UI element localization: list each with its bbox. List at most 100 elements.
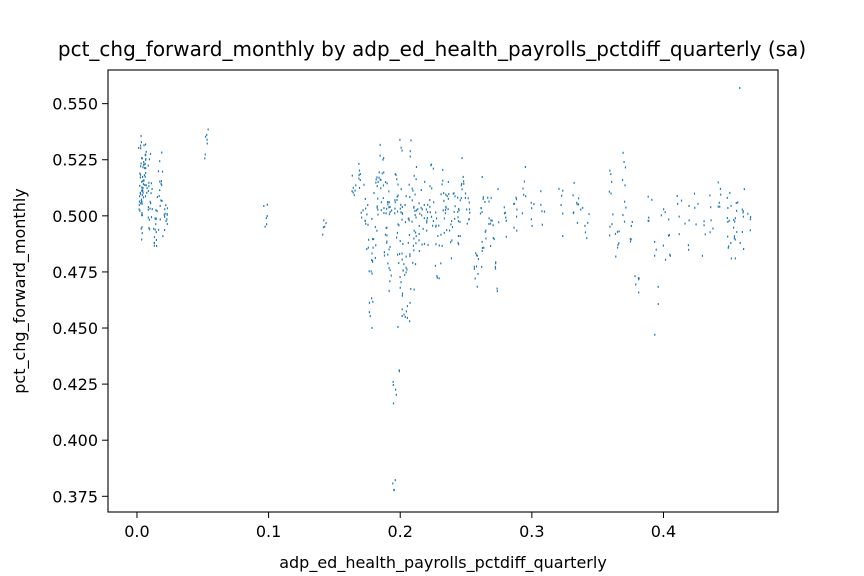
data-point bbox=[383, 157, 385, 160]
data-point bbox=[388, 213, 391, 216]
data-point bbox=[728, 219, 730, 222]
data-point bbox=[389, 205, 391, 208]
data-point bbox=[149, 207, 151, 210]
data-point bbox=[635, 283, 637, 286]
data-point bbox=[394, 212, 396, 215]
data-point bbox=[533, 203, 535, 206]
data-point bbox=[435, 217, 438, 220]
data-point bbox=[411, 220, 413, 223]
data-point bbox=[155, 239, 158, 242]
data-point bbox=[404, 204, 406, 206]
data-point bbox=[440, 233, 442, 236]
data-point bbox=[138, 204, 140, 207]
data-point bbox=[150, 192, 152, 195]
data-point bbox=[151, 188, 153, 190]
data-point bbox=[477, 258, 480, 261]
data-point bbox=[139, 176, 141, 179]
data-point bbox=[145, 171, 147, 174]
data-point bbox=[144, 195, 147, 198]
data-point bbox=[139, 202, 142, 205]
data-point bbox=[401, 212, 403, 215]
data-point bbox=[141, 212, 143, 215]
data-point bbox=[359, 179, 361, 182]
data-point bbox=[394, 207, 396, 210]
data-point bbox=[447, 208, 449, 211]
data-point bbox=[573, 181, 575, 184]
data-point bbox=[513, 202, 515, 205]
data-point bbox=[445, 193, 447, 196]
data-point bbox=[485, 229, 487, 232]
data-point bbox=[394, 479, 396, 482]
data-point bbox=[389, 269, 391, 272]
data-point bbox=[405, 255, 407, 258]
data-point bbox=[398, 262, 400, 265]
data-point bbox=[383, 212, 385, 215]
data-point bbox=[657, 285, 659, 288]
data-point bbox=[364, 197, 366, 200]
data-point bbox=[743, 248, 745, 251]
data-point bbox=[389, 280, 391, 283]
data-point bbox=[382, 158, 384, 161]
data-point bbox=[139, 184, 141, 187]
data-point bbox=[401, 258, 403, 261]
data-point bbox=[141, 214, 143, 217]
data-point bbox=[408, 217, 410, 220]
data-point bbox=[397, 253, 399, 256]
data-point bbox=[522, 187, 524, 190]
data-point bbox=[460, 197, 462, 200]
data-point bbox=[418, 250, 420, 253]
data-point bbox=[406, 305, 409, 308]
data-point bbox=[161, 184, 163, 187]
data-point bbox=[516, 229, 518, 232]
data-point bbox=[718, 201, 720, 204]
data-point bbox=[463, 182, 465, 185]
data-point bbox=[588, 213, 590, 216]
data-point bbox=[144, 167, 146, 170]
x-axis-label: adp_ed_health_payrolls_pctdiff_quarterly bbox=[279, 553, 607, 573]
data-point bbox=[141, 202, 143, 205]
data-point bbox=[413, 249, 415, 252]
data-point bbox=[354, 189, 356, 192]
data-point bbox=[523, 180, 526, 183]
data-point bbox=[461, 157, 463, 160]
data-point bbox=[611, 223, 613, 226]
data-point bbox=[489, 245, 492, 248]
data-point bbox=[468, 201, 470, 204]
data-point bbox=[374, 256, 376, 259]
data-point bbox=[741, 231, 743, 233]
data-point bbox=[377, 213, 379, 216]
data-point bbox=[468, 208, 471, 211]
data-point bbox=[452, 192, 454, 195]
data-point bbox=[530, 218, 533, 221]
x-axis: 0.0 0.1 0.2 0.3 0.4 bbox=[124, 512, 676, 541]
data-point bbox=[207, 128, 209, 131]
data-point bbox=[409, 150, 411, 153]
data-point bbox=[618, 242, 620, 245]
data-point bbox=[408, 219, 410, 222]
data-point bbox=[584, 224, 586, 227]
data-point bbox=[403, 263, 405, 266]
data-point bbox=[438, 277, 440, 280]
data-point bbox=[141, 226, 143, 229]
data-point bbox=[386, 226, 388, 229]
data-point bbox=[494, 265, 496, 268]
y-tick-label: 0.500 bbox=[52, 207, 98, 226]
data-point bbox=[401, 149, 403, 152]
data-point bbox=[624, 184, 626, 187]
data-point bbox=[156, 196, 158, 199]
data-point bbox=[634, 275, 636, 278]
data-point bbox=[466, 222, 468, 225]
data-point bbox=[483, 246, 485, 249]
data-point bbox=[461, 182, 463, 185]
data-point bbox=[504, 211, 507, 214]
data-point bbox=[353, 194, 355, 197]
data-point bbox=[366, 248, 368, 251]
data-point bbox=[710, 206, 712, 209]
data-point bbox=[524, 165, 526, 168]
data-point bbox=[719, 187, 722, 190]
data-point bbox=[204, 135, 207, 138]
data-point bbox=[576, 201, 578, 204]
data-point bbox=[146, 191, 148, 194]
data-point bbox=[432, 220, 435, 223]
data-point bbox=[530, 207, 533, 210]
